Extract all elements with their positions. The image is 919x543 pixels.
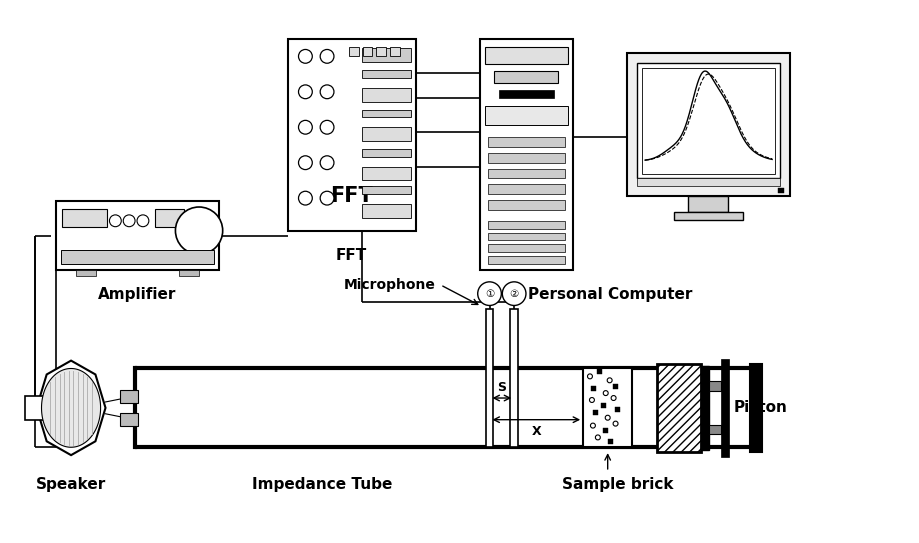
Text: ①: ① (485, 289, 494, 299)
Bar (484, 105, 568, 125)
Polygon shape (41, 369, 100, 447)
Bar (361, 167, 411, 180)
Bar (488, 137, 565, 147)
Bar (361, 88, 411, 102)
Bar (120, 390, 138, 403)
Bar (288, 39, 415, 231)
Text: Microphone: Microphone (344, 278, 436, 292)
Circle shape (109, 215, 121, 226)
Circle shape (299, 121, 312, 134)
Bar (62, 250, 214, 264)
Bar (120, 413, 138, 426)
Text: Amplifier: Amplifier (98, 287, 176, 302)
Bar (361, 70, 411, 78)
Bar (376, 47, 386, 56)
Bar (597, 369, 602, 374)
Bar (488, 153, 565, 163)
Circle shape (176, 207, 222, 254)
Bar (488, 169, 565, 179)
Bar (499, 90, 553, 98)
Text: FFT: FFT (330, 186, 373, 206)
Bar (362, 47, 372, 56)
Bar (154, 209, 185, 226)
Text: FFT: FFT (336, 248, 368, 263)
Bar (601, 403, 607, 408)
Text: ②: ② (509, 289, 518, 299)
Bar (709, 381, 720, 391)
Text: S: S (497, 381, 506, 394)
Bar (709, 425, 720, 434)
Circle shape (320, 121, 334, 134)
Bar (480, 39, 573, 270)
Text: Impedance Tube: Impedance Tube (253, 477, 392, 492)
Circle shape (320, 191, 334, 205)
Polygon shape (37, 361, 106, 455)
Bar (348, 47, 358, 56)
Circle shape (123, 215, 135, 226)
Bar (179, 270, 199, 276)
Bar (361, 110, 411, 117)
Bar (485, 310, 494, 447)
Bar (56, 201, 219, 270)
Bar (62, 209, 107, 226)
Circle shape (320, 85, 334, 99)
Circle shape (299, 156, 312, 169)
Text: X: X (531, 425, 541, 438)
Bar (608, 439, 613, 444)
Bar (628, 53, 789, 196)
Bar (592, 386, 596, 390)
Text: Piston: Piston (733, 400, 788, 415)
Bar (488, 232, 565, 241)
Bar (488, 244, 565, 252)
Bar (488, 221, 565, 229)
Bar (613, 384, 618, 389)
Bar (510, 310, 518, 447)
Circle shape (503, 282, 526, 306)
Bar (583, 369, 632, 447)
Bar (488, 200, 565, 210)
Bar (594, 411, 598, 415)
Bar (688, 196, 728, 212)
Circle shape (137, 215, 149, 226)
Bar (488, 256, 565, 264)
Bar (494, 71, 559, 83)
Bar (642, 68, 775, 174)
Bar (657, 364, 701, 452)
Bar (637, 63, 780, 179)
Circle shape (478, 282, 502, 306)
Bar (361, 48, 411, 62)
Bar (361, 149, 411, 157)
Bar (484, 47, 568, 64)
Bar (637, 179, 780, 186)
Bar (361, 127, 411, 141)
Bar (674, 212, 743, 220)
Bar (720, 358, 729, 457)
Bar (751, 364, 762, 452)
Bar (488, 185, 565, 194)
Bar (25, 396, 44, 420)
Bar (701, 365, 709, 450)
Circle shape (299, 85, 312, 99)
Bar (361, 186, 411, 194)
Bar (76, 270, 96, 276)
Bar (603, 428, 608, 433)
Bar (361, 204, 411, 218)
Text: Sample brick: Sample brick (562, 477, 674, 492)
Circle shape (320, 49, 334, 63)
Circle shape (320, 156, 334, 169)
Bar (778, 188, 784, 193)
Circle shape (299, 191, 312, 205)
Circle shape (299, 49, 312, 63)
Text: Speaker: Speaker (36, 477, 107, 492)
Bar (390, 47, 400, 56)
Bar (615, 407, 620, 412)
Text: Personal Computer: Personal Computer (528, 287, 692, 302)
